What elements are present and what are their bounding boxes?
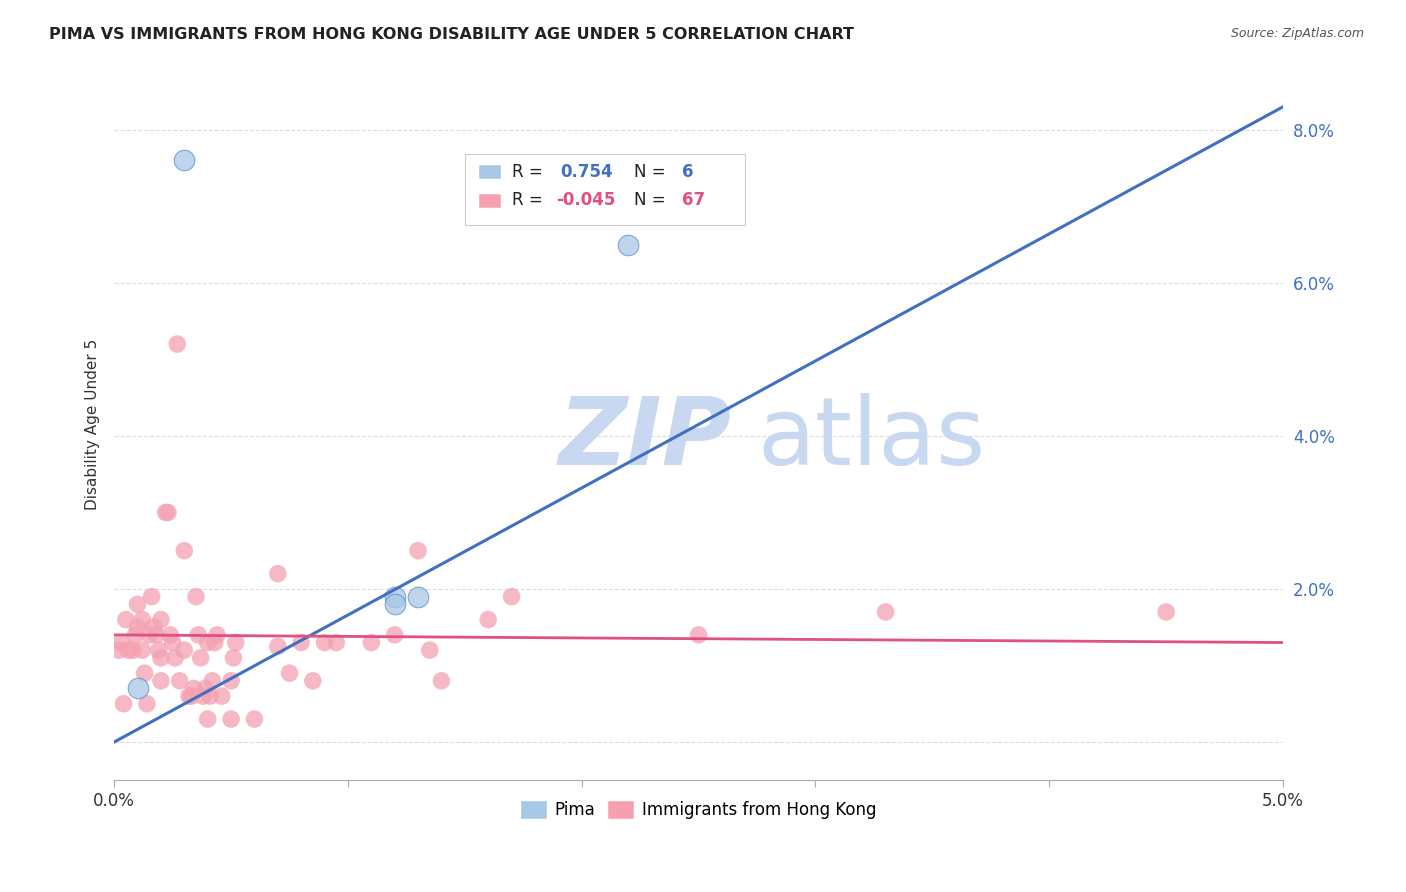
Text: -0.045: -0.045 (555, 191, 616, 210)
Point (149, 613, 172, 627)
Point (201, 673, 224, 688)
Point (205, 628, 228, 642)
Text: N =: N = (634, 191, 671, 210)
FancyBboxPatch shape (465, 154, 745, 225)
Point (225, 635, 247, 649)
Point (187, 628, 209, 642)
Legend: Pima, Immigrants from Hong Kong: Pima, Immigrants from Hong Kong (515, 794, 883, 825)
Point (267, 640, 290, 654)
Point (173, 643, 195, 657)
Point (430, 673, 453, 688)
Point (384, 590, 406, 604)
Point (197, 635, 219, 649)
Point (219, 712, 242, 726)
Point (197, 712, 219, 726)
Point (135, 697, 157, 711)
Text: ZIP: ZIP (558, 392, 731, 484)
Point (162, 635, 184, 649)
Point (222, 650, 245, 665)
Point (184, 590, 207, 604)
Point (117, 643, 139, 657)
Point (142, 620, 165, 634)
Point (1154, 605, 1177, 619)
Point (145, 628, 167, 642)
Text: 0.754: 0.754 (561, 162, 613, 181)
FancyBboxPatch shape (479, 165, 501, 178)
Point (155, 505, 177, 519)
Text: PIMA VS IMMIGRANTS FROM HONG KONG DISABILITY AGE UNDER 5 CORRELATION CHART: PIMA VS IMMIGRANTS FROM HONG KONG DISABI… (49, 27, 855, 42)
Text: 6: 6 (682, 162, 693, 181)
Point (204, 635, 226, 649)
FancyBboxPatch shape (479, 194, 501, 207)
Point (173, 153, 195, 168)
Point (110, 635, 132, 649)
Point (112, 697, 135, 711)
Point (156, 505, 179, 519)
Point (406, 590, 429, 604)
Point (384, 597, 406, 611)
Point (127, 681, 149, 696)
Point (108, 643, 131, 657)
Point (127, 597, 149, 611)
Point (180, 689, 202, 703)
Point (198, 689, 221, 703)
Point (122, 643, 145, 657)
Point (190, 650, 212, 665)
Point (384, 628, 406, 642)
Text: atlas: atlas (756, 392, 986, 484)
Point (159, 628, 181, 642)
Point (290, 635, 312, 649)
Text: R =: R = (512, 162, 547, 181)
Point (360, 635, 382, 649)
Point (688, 628, 710, 642)
Point (183, 681, 205, 696)
Point (501, 590, 523, 604)
Point (169, 673, 191, 688)
Point (219, 673, 242, 688)
Text: N =: N = (634, 162, 671, 181)
Point (314, 635, 336, 649)
Point (115, 613, 138, 627)
Point (124, 628, 146, 642)
Point (406, 543, 429, 558)
Text: Source: ZipAtlas.com: Source: ZipAtlas.com (1230, 27, 1364, 40)
Text: R =: R = (512, 191, 547, 210)
Y-axis label: Disability Age Under 5: Disability Age Under 5 (86, 339, 100, 510)
Point (163, 650, 186, 665)
Point (166, 337, 188, 351)
Point (278, 666, 301, 681)
Point (875, 605, 897, 619)
Point (177, 689, 200, 703)
Point (617, 237, 640, 252)
Text: 67: 67 (682, 191, 706, 210)
Point (148, 643, 170, 657)
Point (302, 673, 325, 688)
Point (243, 712, 266, 726)
Point (149, 650, 172, 665)
Point (173, 543, 195, 558)
Point (141, 590, 163, 604)
Point (131, 643, 153, 657)
Point (211, 689, 233, 703)
Point (134, 666, 156, 681)
Point (138, 628, 160, 642)
Point (131, 613, 153, 627)
Point (194, 681, 217, 696)
Point (127, 620, 149, 634)
Point (191, 689, 214, 703)
Point (419, 643, 441, 657)
Point (149, 673, 172, 688)
Point (325, 635, 347, 649)
Point (267, 566, 290, 581)
Point (477, 613, 499, 627)
